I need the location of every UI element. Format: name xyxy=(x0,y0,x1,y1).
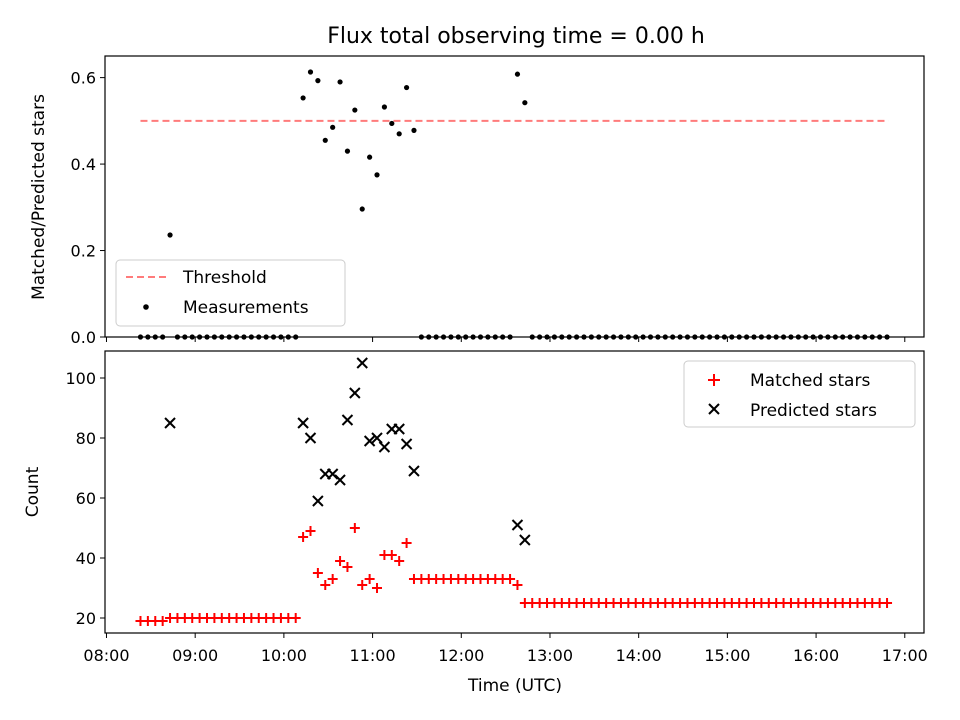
matched-star-point xyxy=(386,550,397,560)
predicted-star-point xyxy=(297,417,309,429)
measurement-point xyxy=(514,71,521,77)
ratio-legend-box xyxy=(115,259,346,327)
count-legend-predicted-swatch xyxy=(708,403,720,415)
count-y-tick-label: 100 xyxy=(65,369,96,388)
x-tick-label: 09:00 xyxy=(172,646,218,665)
ratio-legend-measurements-label: Measurements xyxy=(183,298,309,318)
matched-star-point xyxy=(394,556,405,566)
x-tick-label: 10:00 xyxy=(261,646,307,665)
measurement-point xyxy=(337,79,343,85)
x-tick-label: 16:00 xyxy=(793,646,839,665)
matched-star-point xyxy=(505,574,516,584)
predicted-star-point xyxy=(363,435,376,447)
predicted-star-point xyxy=(312,495,324,507)
measurement-point xyxy=(315,78,321,84)
matched-star-point xyxy=(349,523,360,533)
ratio-y-tick-label: 0.6 xyxy=(71,69,96,88)
matched-star-point xyxy=(305,526,316,536)
predicted-star-point xyxy=(164,417,176,429)
measurement-point xyxy=(352,107,358,113)
ratio-legend: Threshold Measurements xyxy=(115,259,346,327)
count-panel: 20 40 60 80 100 08:00 09:00 10:00 11:00 12:00 13:0… xyxy=(23,350,928,696)
matched-star-point xyxy=(882,598,893,608)
count-legend-predicted-label: Predicted stars xyxy=(750,401,877,421)
ratio-panel-frame xyxy=(104,55,925,338)
count-legend: Matched stars Predicted stars xyxy=(683,360,916,428)
ratio-legend-threshold-label: Threshold xyxy=(182,268,267,288)
matched-star-point xyxy=(512,580,523,590)
count-y-axis-label: Count xyxy=(23,466,43,517)
predicted-star-point xyxy=(393,423,405,435)
ratio-legend-measurements-swatch xyxy=(143,304,149,310)
measurement-point xyxy=(403,84,410,91)
ratio-y-tick-label: 0.4 xyxy=(71,155,96,174)
predicted-star-point xyxy=(519,534,531,546)
count-legend-matched-label: Matched stars xyxy=(750,371,870,391)
measurement-point xyxy=(367,154,373,160)
x-tick-label: 15:00 xyxy=(704,646,750,665)
matched-star-point xyxy=(401,538,412,548)
ratio-y-tick-label: 0.0 xyxy=(71,328,96,347)
measurement-point xyxy=(411,127,417,133)
predicted-star-point xyxy=(356,357,368,369)
predicted-star-point xyxy=(341,414,354,426)
x-tick-label: 17:00 xyxy=(882,646,928,665)
x-tick-label: 08:00 xyxy=(83,646,129,665)
measurement-point xyxy=(522,100,528,106)
measurement-point xyxy=(374,172,380,178)
matched-star-point xyxy=(364,574,375,584)
measurement-point xyxy=(359,206,365,212)
count-panel-marks xyxy=(135,357,893,626)
ratio-panel-ticks: 0.0 0.2 0.4 0.6 xyxy=(71,69,906,347)
matched-star-point xyxy=(298,532,309,542)
predicted-star-point xyxy=(371,432,383,444)
measurement-point xyxy=(344,148,351,154)
measurement-point xyxy=(389,120,395,127)
chart-title: Flux total observing time = 0.00 h xyxy=(327,24,705,49)
matched-star-point xyxy=(312,568,323,578)
count-panel-ticks: 20 40 60 80 100 08:00 09:00 10:00 11:00 12:00 13:0… xyxy=(65,369,927,665)
ratio-y-axis-label: Matched/Predicted stars xyxy=(29,94,49,300)
measurement-point xyxy=(300,95,306,101)
x-tick-label: 14:00 xyxy=(616,646,662,665)
count-legend-box xyxy=(683,360,916,428)
matched-star-point xyxy=(320,580,331,590)
ratio-y-tick-label: 0.2 xyxy=(71,242,96,261)
x-axis-label: Time (UTC) xyxy=(467,676,562,696)
count-y-tick-label: 40 xyxy=(76,549,96,568)
matched-star-point xyxy=(290,613,301,623)
measurement-point xyxy=(396,131,402,137)
matched-star-point xyxy=(342,562,353,572)
measurement-point xyxy=(330,124,336,130)
ratio-panel: 0.0 0.2 0.4 0.6 Matched/Predicted stars Thr… xyxy=(29,55,925,347)
predicted-star-point xyxy=(334,474,346,486)
measurement-point xyxy=(381,104,388,110)
matched-star-point xyxy=(335,556,346,566)
predicted-star-point xyxy=(378,441,391,453)
predicted-star-point xyxy=(304,432,317,444)
measurement-point xyxy=(322,137,328,143)
count-y-tick-label: 20 xyxy=(76,609,96,628)
predicted-star-point xyxy=(349,387,361,399)
x-tick-label: 12:00 xyxy=(438,646,484,665)
count-legend-matched-swatch xyxy=(708,374,720,386)
matched-star-point xyxy=(357,580,368,590)
matched-star-point xyxy=(327,574,338,584)
x-tick-label: 13:00 xyxy=(527,646,573,665)
measurement-point xyxy=(307,69,314,75)
matched-star-point xyxy=(157,616,168,626)
predicted-star-point xyxy=(408,465,420,477)
predicted-star-point xyxy=(511,519,524,531)
measurement-point xyxy=(167,232,173,238)
count-y-tick-label: 60 xyxy=(76,489,96,508)
x-tick-label: 11:00 xyxy=(350,646,396,665)
count-panel-frame xyxy=(104,350,925,634)
matched-star-point xyxy=(372,583,383,593)
predicted-star-point xyxy=(400,438,413,450)
count-y-tick-label: 80 xyxy=(76,429,96,448)
